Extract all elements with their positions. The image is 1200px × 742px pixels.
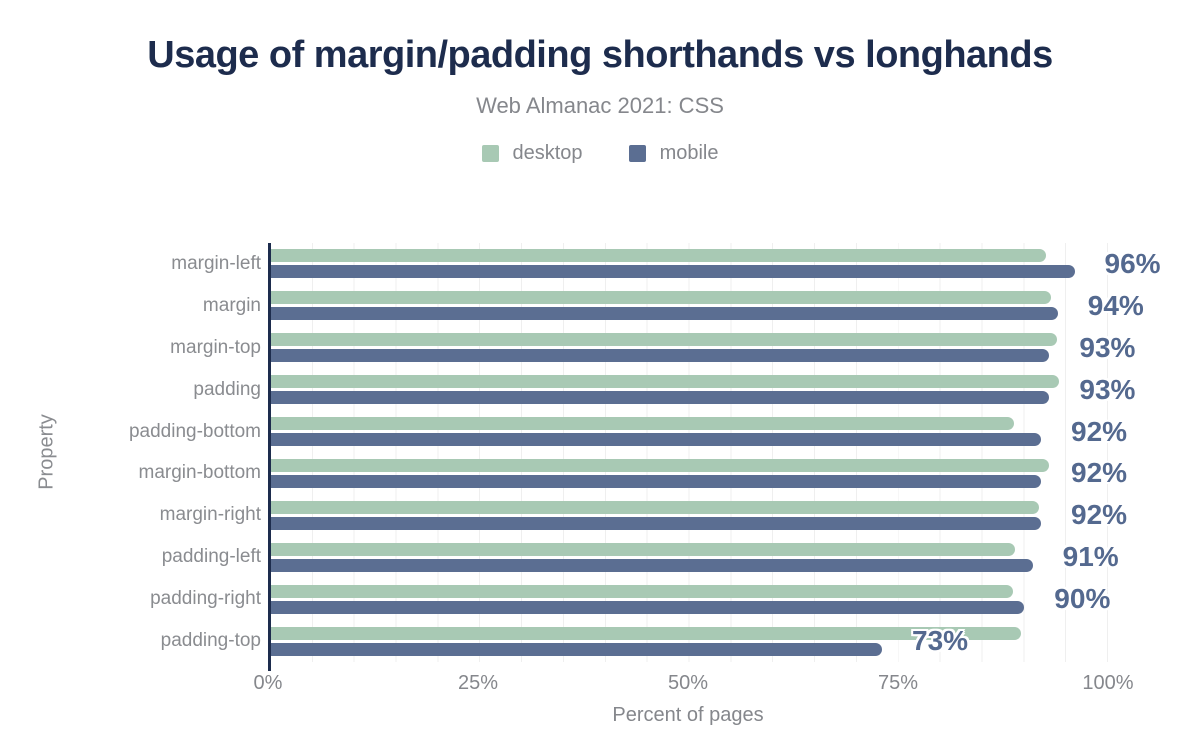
category-label: margin-right <box>159 504 261 526</box>
mobile-bar[interactable] <box>271 642 882 656</box>
legend-label: mobile <box>659 142 719 164</box>
chart-row: padding 93% <box>193 369 1135 411</box>
desktop-bar[interactable] <box>271 500 1040 514</box>
value-label: 92% <box>1071 457 1128 489</box>
x-tick-label: 0% <box>253 672 283 694</box>
legend-label: desktop <box>512 142 583 164</box>
x-tick-label: 75% <box>877 672 919 694</box>
chart-row: margin-left 96% <box>171 243 1160 285</box>
value-label: 96% <box>1104 247 1161 279</box>
value-label: 93% <box>1079 331 1136 363</box>
value-label: 73% <box>912 625 969 657</box>
mobile-bar[interactable] <box>271 558 1033 572</box>
y-axis-title: Property <box>35 414 58 490</box>
desktop-bar[interactable] <box>271 417 1015 431</box>
mobile-bar[interactable] <box>271 433 1042 447</box>
chart-row: margin 94% <box>203 285 1144 327</box>
mobile-bar[interactable] <box>271 265 1075 279</box>
category-label: padding-bottom <box>128 420 261 442</box>
mobile-bar[interactable] <box>271 349 1050 363</box>
category-label: padding-left <box>161 546 261 568</box>
mobile-swatch-icon <box>628 145 646 162</box>
category-label: padding-top <box>160 630 261 652</box>
x-axis-title: Percent of pages <box>612 704 764 726</box>
mobile-bar[interactable] <box>271 600 1025 614</box>
category-label: padding-right <box>150 588 261 610</box>
desktop-bar[interactable] <box>271 375 1060 389</box>
desktop-bar[interactable] <box>271 291 1052 305</box>
desktop-bar[interactable] <box>271 249 1047 263</box>
chart-row: padding-bottom 92% <box>129 411 1127 453</box>
x-tick-label: 100% <box>1082 672 1134 694</box>
value-label: 92% <box>1071 415 1128 447</box>
chart-subtitle: Web Almanac 2021: CSS <box>476 93 724 118</box>
desktop-bar[interactable] <box>271 458 1049 472</box>
category-label: margin-top <box>170 336 261 358</box>
chart-row: padding-left 91% <box>162 536 1119 578</box>
desktop-bar[interactable] <box>271 542 1016 556</box>
value-label: 91% <box>1062 541 1119 573</box>
plot-area: margin-left 96% margin 94% margin-top 93… <box>129 243 1161 671</box>
chart-row: margin-right 92% <box>160 494 1127 536</box>
mobile-bar[interactable] <box>271 391 1050 405</box>
category-label: padding <box>193 378 261 400</box>
category-label: margin-left <box>171 252 261 274</box>
value-label: 90% <box>1054 583 1111 615</box>
legend-item-desktop[interactable]: desktop <box>481 142 583 165</box>
mobile-bar[interactable] <box>271 516 1042 530</box>
chart-row: padding-top 73% <box>161 620 1108 662</box>
chart-row: margin-bottom 92% <box>139 453 1128 495</box>
x-tick-label: 50% <box>667 672 709 694</box>
chart-title: Usage of margin/padding shorthands vs lo… <box>147 34 1053 76</box>
desktop-bar[interactable] <box>271 584 1014 598</box>
chart-row: padding-right 90% <box>150 578 1111 620</box>
x-axis-ticks: 0% 25% 50% 75% 100% <box>254 672 1134 696</box>
desktop-swatch-icon <box>481 145 499 162</box>
category-label: margin <box>202 294 261 316</box>
desktop-bar[interactable] <box>271 626 1021 640</box>
value-label: 92% <box>1071 499 1128 531</box>
mobile-bar[interactable] <box>271 474 1042 488</box>
desktop-bar[interactable] <box>271 333 1057 347</box>
legend: desktop mobile <box>0 142 1200 165</box>
value-label: 94% <box>1087 289 1144 321</box>
value-label: 93% <box>1079 373 1136 405</box>
mobile-bar[interactable] <box>271 307 1058 321</box>
chart-row: margin-top 93% <box>170 327 1135 369</box>
x-tick-label: 25% <box>457 672 499 694</box>
legend-item-mobile[interactable]: mobile <box>628 142 719 165</box>
category-label: margin-bottom <box>138 462 262 484</box>
